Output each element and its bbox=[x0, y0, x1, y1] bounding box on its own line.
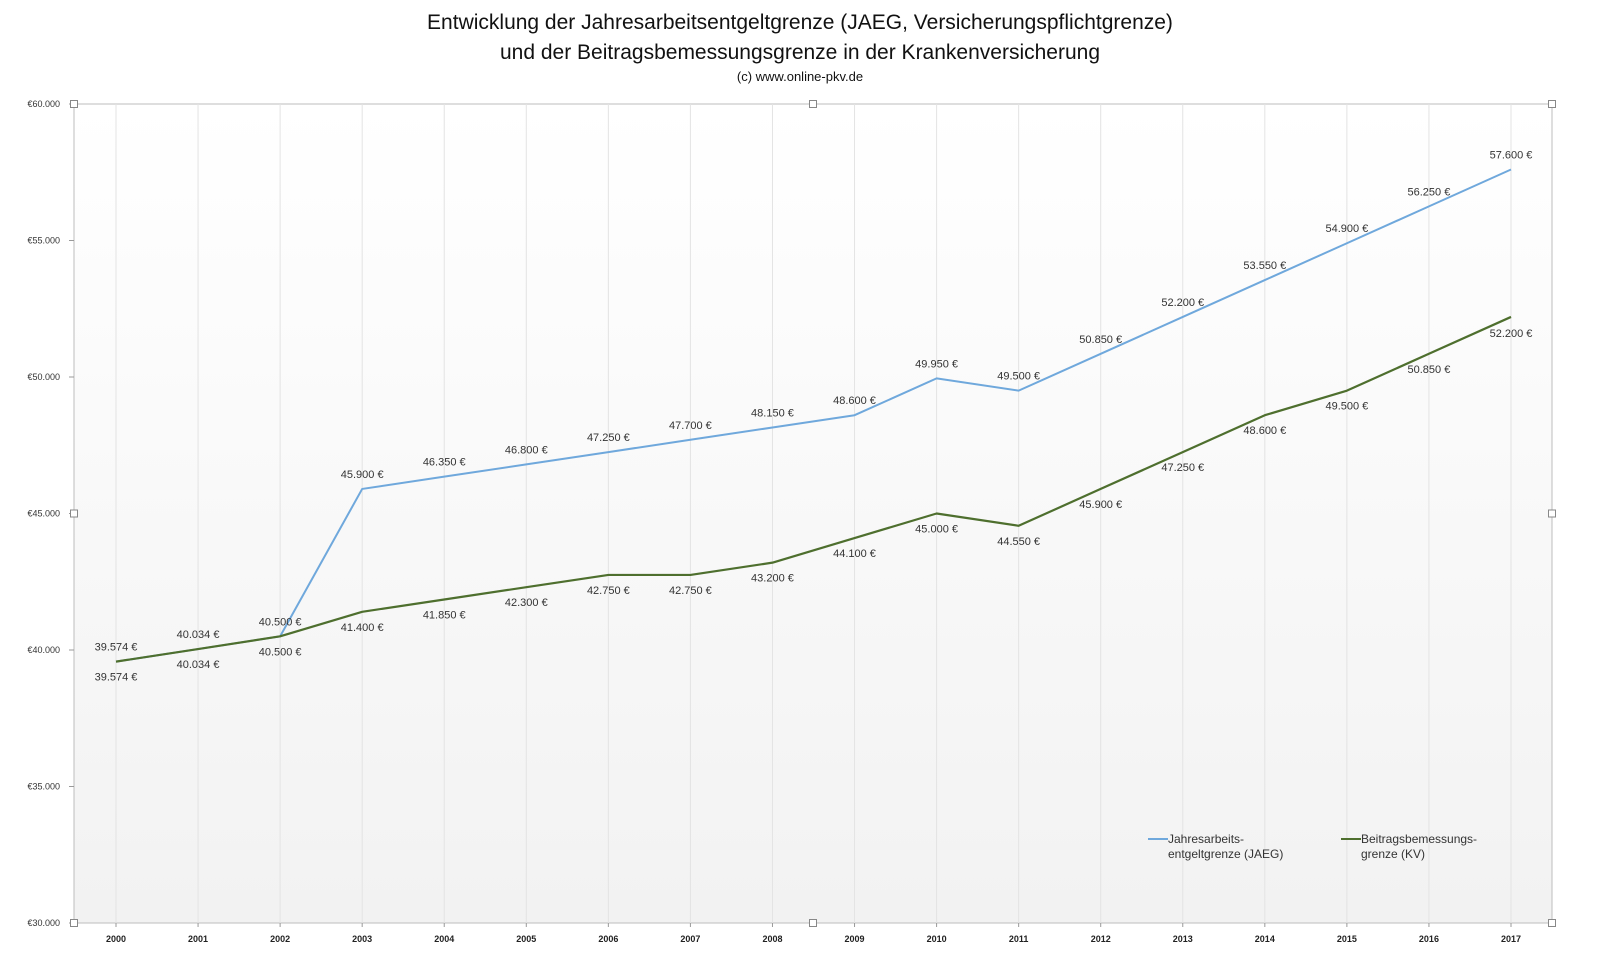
y-tick-label: €60.000 bbox=[27, 99, 60, 109]
data-label-bbg: 45.000 € bbox=[915, 524, 958, 536]
y-tick-label: €55.000 bbox=[27, 236, 60, 246]
legend-label: grenze (KV) bbox=[1361, 847, 1425, 861]
data-label-jaeg: 40.034 € bbox=[177, 629, 220, 641]
selection-handles[interactable] bbox=[70, 100, 1556, 927]
resize-handle[interactable] bbox=[1548, 919, 1556, 927]
data-label-bbg: 52.200 € bbox=[1490, 328, 1533, 340]
y-tick-label: €50.000 bbox=[27, 372, 60, 382]
data-label-jaeg: 45.900 € bbox=[341, 469, 384, 481]
data-label-bbg: 42.300 € bbox=[505, 597, 548, 609]
x-tick-label: 2015 bbox=[1337, 934, 1357, 944]
legend-label: Beitragsbemessungs- bbox=[1361, 832, 1477, 846]
resize-handle[interactable] bbox=[1548, 509, 1556, 518]
data-label-jaeg: 54.900 € bbox=[1325, 223, 1368, 235]
data-label-jaeg: 53.550 € bbox=[1243, 260, 1286, 272]
series-line-jaeg bbox=[115, 168, 1512, 663]
legend: Jahresarbeits-entgeltgrenze (JAEG) Beitra… bbox=[1148, 832, 1477, 861]
x-tick-label: 2005 bbox=[516, 934, 536, 944]
data-labels: 39.574 € 40.034 € 40.500 € 45.900 € 46.350 €… bbox=[95, 150, 1533, 684]
x-tick-label: 2013 bbox=[1173, 934, 1193, 944]
x-tick-label: 2016 bbox=[1419, 934, 1439, 944]
chart-source: (c) www.online-pkv.de bbox=[736, 69, 864, 84]
x-tick-label: 2017 bbox=[1501, 934, 1521, 944]
x-tick-label: 2000 bbox=[106, 934, 126, 944]
data-label-bbg: 40.500 € bbox=[259, 646, 302, 658]
resize-handle[interactable] bbox=[70, 509, 78, 518]
chart-title: Entwicklung der Jahresarbeitsentgeltgren… bbox=[427, 11, 1173, 34]
data-label-jaeg: 39.574 € bbox=[95, 642, 138, 654]
data-label-jaeg: 40.500 € bbox=[259, 616, 302, 628]
data-label-bbg: 41.850 € bbox=[423, 609, 466, 621]
x-tick-label: 2009 bbox=[845, 934, 865, 944]
x-tick-label: 2006 bbox=[598, 934, 618, 944]
y-tick-label: €30.000 bbox=[27, 918, 60, 928]
series-line-bbg bbox=[115, 315, 1512, 663]
x-tick-label: 2007 bbox=[680, 934, 700, 944]
data-label-jaeg: 49.950 € bbox=[915, 358, 958, 370]
data-label-bbg: 44.550 € bbox=[997, 536, 1040, 548]
x-tick-label: 2011 bbox=[1009, 934, 1029, 944]
data-label-bbg: 42.750 € bbox=[669, 585, 712, 597]
data-label-bbg: 44.100 € bbox=[833, 548, 876, 560]
data-label-jaeg: 48.150 € bbox=[751, 408, 794, 420]
resize-handle[interactable] bbox=[809, 919, 817, 927]
y-tick-label: €40.000 bbox=[27, 645, 60, 655]
data-label-jaeg: 50.850 € bbox=[1079, 334, 1122, 346]
y-axis: €30.000 €35.000 €40.000 €45.000 €50.000 €55.0… bbox=[27, 99, 74, 928]
data-label-jaeg: 52.200 € bbox=[1161, 297, 1204, 309]
x-tick-label: 2001 bbox=[188, 934, 208, 944]
y-tick-label: €45.000 bbox=[27, 509, 60, 519]
data-label-bbg: 39.574 € bbox=[95, 672, 138, 684]
data-label-bbg: 42.750 € bbox=[587, 585, 630, 597]
x-tick-label: 2012 bbox=[1091, 934, 1111, 944]
data-label-bbg: 45.900 € bbox=[1079, 499, 1122, 511]
gridlines bbox=[115, 104, 1512, 923]
x-tick-label: 2004 bbox=[434, 934, 454, 944]
series-layer bbox=[115, 168, 1512, 663]
chart-titles: Entwicklung der Jahresarbeitsentgeltgren… bbox=[0, 8, 1600, 86]
resize-handle[interactable] bbox=[70, 919, 78, 927]
data-label-jaeg: 46.350 € bbox=[423, 457, 466, 469]
data-label-bbg: 48.600 € bbox=[1243, 425, 1286, 437]
data-label-bbg: 47.250 € bbox=[1161, 462, 1204, 474]
data-label-bbg: 41.400 € bbox=[341, 622, 384, 634]
x-tick-label: 2003 bbox=[352, 934, 372, 944]
x-axis: 2000 2001 2002 2003 2004 2005 2006 2007 2008 2009… bbox=[106, 923, 1521, 944]
data-label-jaeg: 47.700 € bbox=[669, 420, 712, 432]
resize-handle[interactable] bbox=[70, 100, 78, 108]
x-tick-label: 2008 bbox=[762, 934, 782, 944]
legend-label: entgeltgrenze (JAEG) bbox=[1168, 847, 1283, 861]
x-tick-label: 2014 bbox=[1255, 934, 1275, 944]
y-tick-label: €35.000 bbox=[27, 782, 60, 792]
data-label-jaeg: 47.250 € bbox=[587, 432, 630, 444]
plot-area bbox=[73, 103, 1553, 924]
resize-handle[interactable] bbox=[1548, 100, 1556, 108]
resize-handle[interactable] bbox=[809, 100, 817, 108]
legend-label: Jahresarbeits- bbox=[1168, 832, 1244, 846]
chart-subtitle: und der Beitragsbemessungsgrenze in der … bbox=[499, 41, 1101, 64]
x-tick-label: 2010 bbox=[927, 934, 947, 944]
data-label-jaeg: 56.250 € bbox=[1408, 186, 1451, 198]
data-label-bbg: 49.500 € bbox=[1325, 401, 1368, 413]
data-label-jaeg: 49.500 € bbox=[997, 371, 1040, 383]
data-label-jaeg: 46.800 € bbox=[505, 444, 548, 456]
data-label-bbg: 43.200 € bbox=[751, 573, 794, 585]
x-tick-label: 2002 bbox=[270, 934, 290, 944]
data-label-bbg: 40.034 € bbox=[177, 659, 220, 671]
data-label-bbg: 50.850 € bbox=[1408, 364, 1451, 376]
data-label-jaeg: 57.600 € bbox=[1490, 150, 1533, 162]
data-label-jaeg: 48.600 € bbox=[833, 395, 876, 407]
